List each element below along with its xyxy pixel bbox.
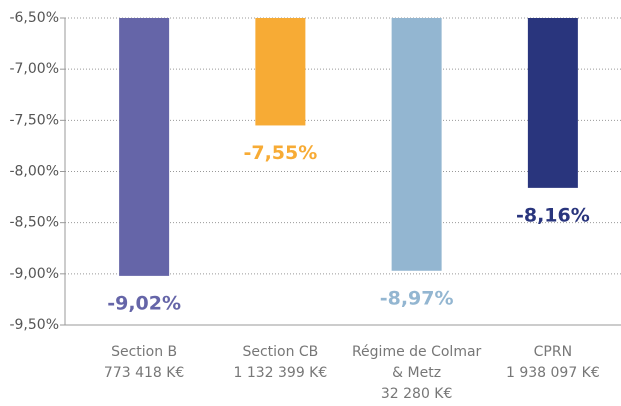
y-tick-label: -8,00% bbox=[9, 164, 59, 180]
value-label: -7,55% bbox=[243, 142, 317, 164]
bar bbox=[119, 18, 170, 276]
x-tick-label: Régime de Colmar bbox=[352, 344, 482, 360]
value-label: -8,97% bbox=[380, 287, 454, 309]
x-tick-label: 773 418 K€ bbox=[104, 365, 184, 381]
x-tick-label: Section B bbox=[111, 344, 177, 360]
x-tick-label: CPRN bbox=[534, 344, 572, 360]
y-tick-label: -9,00% bbox=[9, 266, 59, 282]
x-tick-label: 1 132 399 K€ bbox=[233, 365, 327, 381]
x-tick-label: Section CB bbox=[242, 344, 318, 360]
x-tick-label: 1 938 097 K€ bbox=[506, 365, 600, 381]
value-label: -8,16% bbox=[516, 204, 590, 226]
y-tick-label: -6,50% bbox=[9, 10, 59, 26]
y-tick-label: -7,00% bbox=[9, 61, 59, 77]
bar bbox=[391, 18, 442, 271]
bar bbox=[527, 18, 578, 188]
value-label: -9,02% bbox=[107, 292, 181, 314]
bar bbox=[255, 18, 306, 126]
y-tick-label: -9,50% bbox=[9, 317, 59, 333]
y-tick-label: -8,50% bbox=[9, 215, 59, 231]
y-tick-label: -7,50% bbox=[9, 112, 59, 128]
x-tick-label: & Metz bbox=[392, 365, 441, 381]
x-tick-label: 32 280 K€ bbox=[381, 386, 453, 402]
